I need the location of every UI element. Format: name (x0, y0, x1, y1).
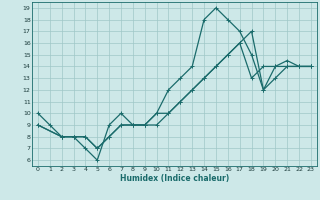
X-axis label: Humidex (Indice chaleur): Humidex (Indice chaleur) (120, 174, 229, 183)
